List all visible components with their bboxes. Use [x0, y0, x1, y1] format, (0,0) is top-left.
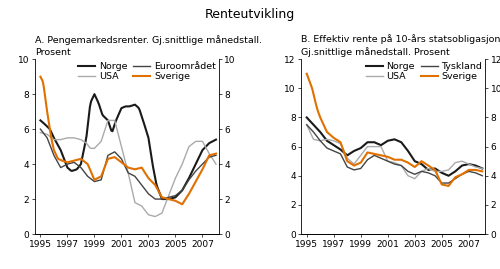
Text: A. Pengemarkedsrenter. Gj.snittlige månedstall.
Prosent: A. Pengemarkedsrenter. Gj.snittlige måne…	[35, 35, 262, 57]
Legend: Norge, USA, Euroområdet, Sverige: Norge, USA, Euroområdet, Sverige	[78, 61, 217, 82]
Text: B. Effektiv rente på 10-års statsobligasjoner.
Gj.snittlige månedstall. Prosent: B. Effektiv rente på 10-års statsobligas…	[302, 34, 500, 57]
Legend: Norge, USA, Tyskland, Sverige: Norge, USA, Tyskland, Sverige	[364, 61, 483, 82]
Text: Renteutvikling: Renteutvikling	[205, 8, 295, 21]
